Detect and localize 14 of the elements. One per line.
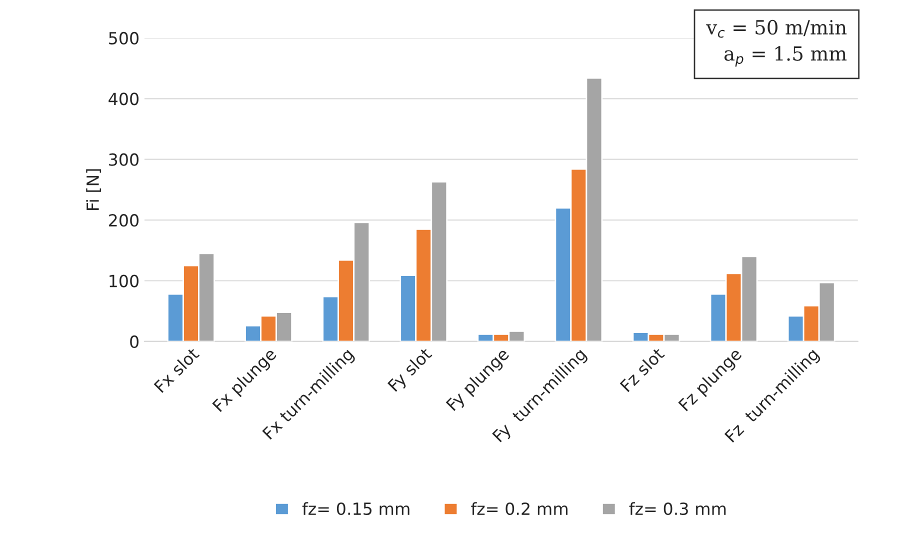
- y-tick-label: 200: [109, 214, 139, 227]
- y-tick-label: 100: [110, 274, 139, 288]
- x-tick-label: Fz slot: [619, 346, 666, 392]
- y-tick-label: 300: [109, 153, 139, 166]
- legend-label: fz= 0.2 mm: [471, 502, 568, 516]
- y-axis-title: Fi [N]: [86, 169, 101, 210]
- legend-label: fz= 0.3 mm: [629, 502, 726, 516]
- x-tick-label: Fy slot: [387, 346, 435, 394]
- y-tick-label: 0: [130, 335, 139, 348]
- annotation: v$_{c}$ = 50 m/min a$_{p}$ = 1.5 mm: [706, 20, 847, 67]
- x-tick-label: Fx slot: [153, 346, 200, 394]
- y-tick-label: 400: [108, 92, 139, 106]
- legend-label: fz= 0.15 mm: [302, 502, 410, 516]
- y-tick-label: 500: [109, 32, 139, 45]
